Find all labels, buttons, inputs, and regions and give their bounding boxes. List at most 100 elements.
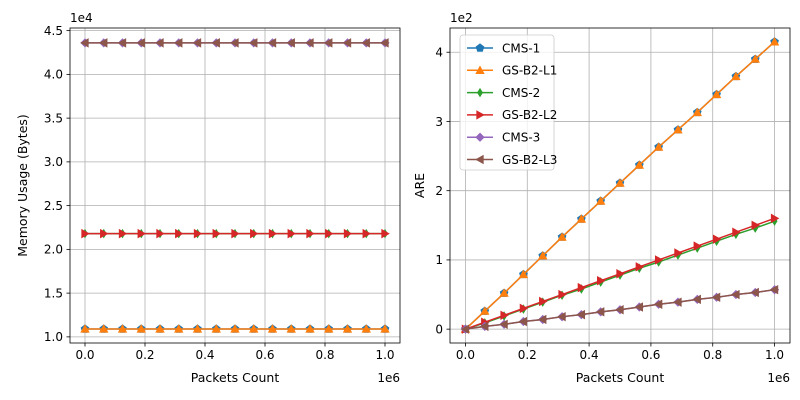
data-point [80,324,90,333]
data-point [325,228,334,239]
data-point [635,262,645,272]
y-offset-label: 1e2 [450,11,473,25]
data-point [518,269,529,279]
data-point [537,314,547,325]
data-point [361,324,371,333]
data-point [595,196,606,205]
data-point [117,324,128,333]
data-point [268,228,278,239]
data-point [673,124,683,134]
data-point [286,324,296,333]
x-tick-label: 1.0 [375,348,394,362]
data-point [499,319,508,330]
data-point [479,321,489,332]
data-point [557,232,567,241]
data-point [381,228,390,239]
legend-item-gs-b2-l2: GS-B2-L2 [467,108,557,122]
data-point [769,37,780,46]
data-point [380,324,390,333]
data-point [118,228,128,239]
data-point [577,282,587,293]
data-point [751,220,761,231]
legend-marker [477,87,483,98]
x-tick-label: 0.8 [703,348,722,362]
data-point [597,275,606,286]
data-point [81,228,90,239]
data-point [249,324,259,333]
legend-label: CMS-1 [502,41,540,55]
data-point [480,306,490,315]
legend-item-cms-3: CMS-3 [467,131,540,145]
data-point [460,324,470,334]
data-point [362,228,372,239]
data-point [305,324,315,333]
data-point [117,38,127,48]
data-point [558,289,567,300]
data-point [576,309,586,320]
data-point [750,54,760,63]
data-point [136,38,145,48]
legend-marker [475,65,485,74]
data-point [231,228,240,239]
data-point [711,89,722,99]
chart-are: 0.0 0.2 0.4 0.6 0.8 1.0 0 1 2 3 4 Packets Count ARE 1… [412,11,791,385]
data-point [175,228,184,239]
legend-marker [475,132,485,142]
data-point [692,294,701,305]
data-point [212,228,222,239]
data-point [193,228,203,239]
data-point [654,255,664,265]
x-axis-label: Packets Count [191,370,280,385]
legend-marker [475,154,484,165]
data-point [539,296,548,307]
data-point [98,38,108,48]
data-point [538,250,548,260]
data-point [343,228,353,239]
x-tick-label: 0.6 [255,348,274,362]
data-point [653,299,663,309]
data-point [342,38,352,48]
y-tick-label: 1.5 [44,286,63,300]
data-point [616,269,625,279]
data-point [693,241,703,251]
data-point [155,38,164,48]
x-offset-label: 1e6 [767,371,790,385]
x-tick-label: 0.2 [135,348,154,362]
legend-label: CMS-2 [502,86,540,100]
data-point [174,324,184,333]
plot-area [70,28,400,343]
y-tick-label: 4.0 [44,68,63,82]
y-tick-label: 2.5 [44,199,63,213]
data-point [732,227,741,237]
chart-memory-usage: 0.0 0.2 0.4 0.6 0.8 1.0 1.0 1.5 2.0 2.5 3.0 3.5 4.0 4… [15,11,401,385]
legend-label: GS-B2-L1 [502,64,557,78]
data-point [673,297,682,307]
data-point [173,38,183,48]
data-point [634,160,645,169]
data-point [250,228,259,239]
data-point [750,287,759,298]
y-tick-label: 0 [435,322,443,336]
series-gs-b2-l2 [81,228,390,239]
y-tick-label: 1 [435,253,443,267]
x-tick-label: 1.0 [765,348,784,362]
axes-frame [449,27,791,344]
x-tick-label: 0.8 [315,348,334,362]
data-point [267,324,278,333]
legend-item-gs-b2-l1: GS-B2-L1 [467,64,557,78]
data-point [769,284,779,295]
data-point [731,289,740,300]
data-point [156,228,165,239]
data-point [192,324,203,333]
data-point [770,213,780,224]
legend-label: CMS-3 [502,131,540,145]
data-point [80,38,89,48]
data-point [712,234,722,244]
data-point [692,107,702,117]
data-point [306,228,315,239]
series-gs-b2-l3 [80,38,389,48]
axes-frame [69,27,401,344]
y-tick-label: 2 [435,184,443,198]
series-gs-b2-l2 [461,213,780,334]
